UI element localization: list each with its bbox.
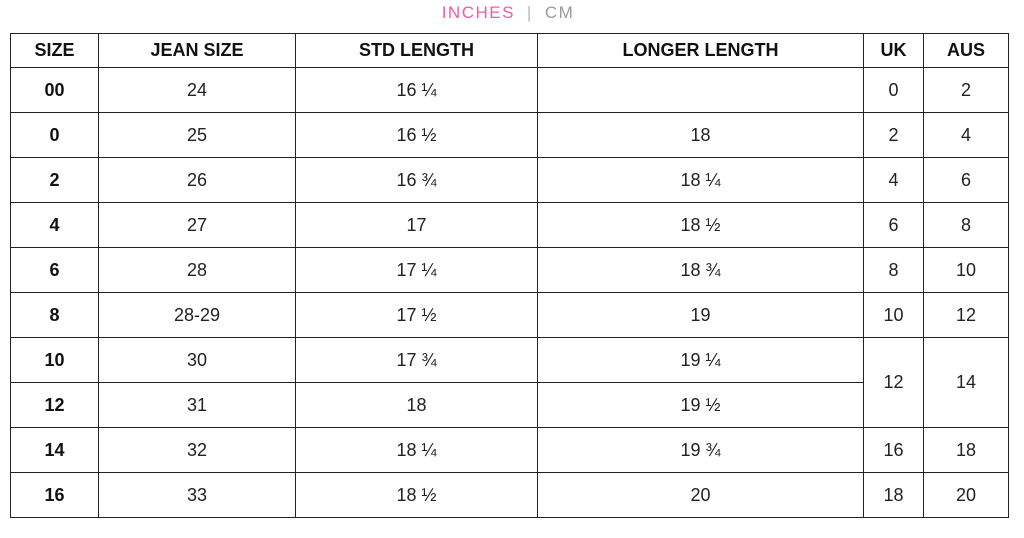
uk-cell: 4 bbox=[863, 157, 924, 203]
table-row: 14 32 18 ¼ 19 ¾ 16 18 bbox=[10, 427, 1009, 473]
size-cell: 4 bbox=[10, 202, 99, 248]
size-cell: 6 bbox=[10, 247, 99, 293]
size-cell: 0 bbox=[10, 112, 99, 158]
unit-toggle: INCHES | CM bbox=[0, 2, 1016, 23]
aus-cell: 2 bbox=[923, 67, 1009, 113]
std-length-cell: 18 bbox=[295, 382, 538, 428]
jean-size-cell: 32 bbox=[98, 427, 296, 473]
uk-cell: 12 bbox=[863, 337, 924, 428]
jean-size-cell: 24 bbox=[98, 67, 296, 113]
longer-length-cell: 18 ¼ bbox=[537, 157, 864, 203]
std-length-cell: 17 ¼ bbox=[295, 247, 538, 293]
std-length-cell: 17 bbox=[295, 202, 538, 248]
header-uk: UK bbox=[863, 33, 924, 68]
size-cell: 10 bbox=[10, 337, 99, 383]
size-cell: 2 bbox=[10, 157, 99, 203]
size-cell: 14 bbox=[10, 427, 99, 473]
table-row: 0 25 16 ½ 18 2 4 bbox=[10, 112, 1009, 158]
longer-length-cell: 19 ½ bbox=[537, 382, 864, 428]
unit-separator: | bbox=[526, 2, 533, 22]
aus-cell: 20 bbox=[923, 472, 1009, 518]
size-cell: 00 bbox=[10, 67, 99, 113]
jean-size-cell: 28 bbox=[98, 247, 296, 293]
uk-cell: 10 bbox=[863, 292, 924, 338]
longer-length-cell: 18 bbox=[537, 112, 864, 158]
aus-cell: 12 bbox=[923, 292, 1009, 338]
header-jean-size: JEAN SIZE bbox=[98, 33, 296, 68]
header-row: SIZE JEAN SIZE STD LENGTH LONGER LENGTH … bbox=[10, 33, 1009, 68]
uk-cell: 2 bbox=[863, 112, 924, 158]
aus-cell: 10 bbox=[923, 247, 1009, 293]
jean-size-cell: 27 bbox=[98, 202, 296, 248]
unit-cm-option[interactable]: CM bbox=[544, 2, 575, 22]
longer-length-cell: 19 ¼ bbox=[537, 337, 864, 383]
table-row: 8 28-29 17 ½ 19 10 12 bbox=[10, 292, 1009, 338]
table-row: 6 28 17 ¼ 18 ¾ 8 10 bbox=[10, 247, 1009, 293]
size-cell: 16 bbox=[10, 472, 99, 518]
jean-size-cell: 26 bbox=[98, 157, 296, 203]
jean-size-cell: 25 bbox=[98, 112, 296, 158]
header-size: SIZE bbox=[10, 33, 99, 68]
longer-length-cell bbox=[537, 67, 864, 113]
std-length-cell: 16 ¼ bbox=[295, 67, 538, 113]
longer-length-cell: 18 ½ bbox=[537, 202, 864, 248]
uk-cell: 18 bbox=[863, 472, 924, 518]
longer-length-cell: 20 bbox=[537, 472, 864, 518]
jean-size-cell: 30 bbox=[98, 337, 296, 383]
std-length-cell: 18 ¼ bbox=[295, 427, 538, 473]
aus-cell: 14 bbox=[923, 337, 1009, 428]
jean-size-cell: 33 bbox=[98, 472, 296, 518]
jean-size-cell: 28-29 bbox=[98, 292, 296, 338]
header-aus: AUS bbox=[923, 33, 1009, 68]
aus-cell: 4 bbox=[923, 112, 1009, 158]
longer-length-cell: 18 ¾ bbox=[537, 247, 864, 293]
aus-cell: 18 bbox=[923, 427, 1009, 473]
std-length-cell: 17 ½ bbox=[295, 292, 538, 338]
uk-cell: 16 bbox=[863, 427, 924, 473]
std-length-cell: 17 ¾ bbox=[295, 337, 538, 383]
unit-inches-option[interactable]: INCHES bbox=[441, 2, 515, 22]
std-length-cell: 18 ½ bbox=[295, 472, 538, 518]
uk-cell: 0 bbox=[863, 67, 924, 113]
std-length-cell: 16 ¾ bbox=[295, 157, 538, 203]
table-row: 10 30 17 ¾ 19 ¼ 12 14 bbox=[10, 337, 1009, 428]
table-row: 4 27 17 18 ½ 6 8 bbox=[10, 202, 1009, 248]
longer-length-cell: 19 ¾ bbox=[537, 427, 864, 473]
aus-cell: 6 bbox=[923, 157, 1009, 203]
table-row: 16 33 18 ½ 20 18 20 bbox=[10, 472, 1009, 518]
table-row: 2 26 16 ¾ 18 ¼ 4 6 bbox=[10, 157, 1009, 203]
size-chart-table: SIZE JEAN SIZE STD LENGTH LONGER LENGTH … bbox=[10, 33, 1009, 518]
table-row: 12 31 18 19 ½ bbox=[10, 382, 1009, 428]
uk-cell: 8 bbox=[863, 247, 924, 293]
jean-size-cell: 31 bbox=[98, 382, 296, 428]
uk-cell: 6 bbox=[863, 202, 924, 248]
size-cell: 12 bbox=[10, 382, 99, 428]
size-cell: 8 bbox=[10, 292, 99, 338]
std-length-cell: 16 ½ bbox=[295, 112, 538, 158]
longer-length-cell: 19 bbox=[537, 292, 864, 338]
header-std-length: STD LENGTH bbox=[295, 33, 538, 68]
aus-cell: 8 bbox=[923, 202, 1009, 248]
table-row: 00 24 16 ¼ 0 2 bbox=[10, 67, 1009, 113]
header-longer-length: LONGER LENGTH bbox=[537, 33, 864, 68]
